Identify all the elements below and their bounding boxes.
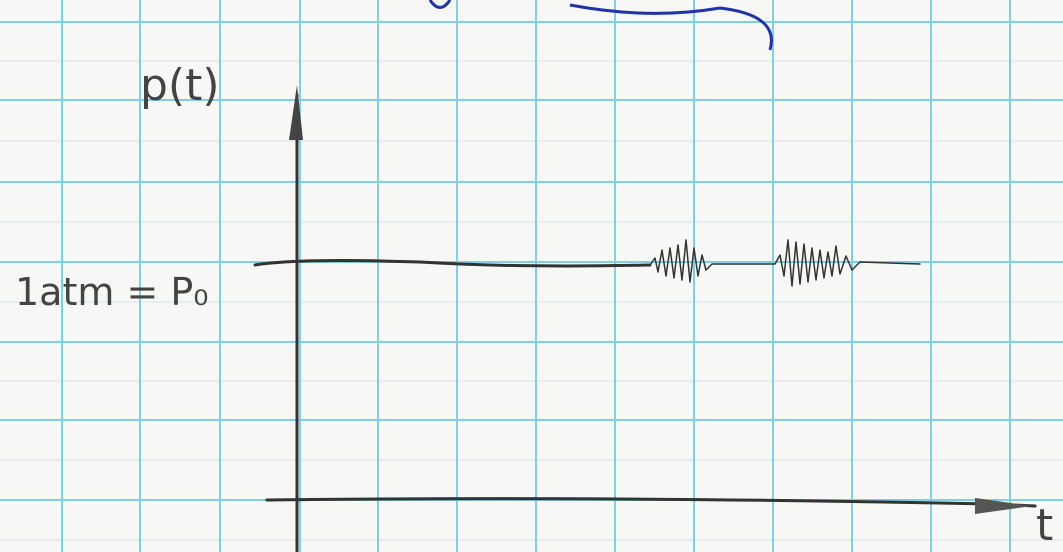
level-label: 1atm = P₀	[15, 270, 209, 314]
scribble	[430, 0, 771, 50]
y-label: p(t)	[140, 60, 220, 111]
sketch: p(t) 1atm = P₀ t	[0, 0, 1063, 552]
x-label: t	[1036, 500, 1053, 551]
